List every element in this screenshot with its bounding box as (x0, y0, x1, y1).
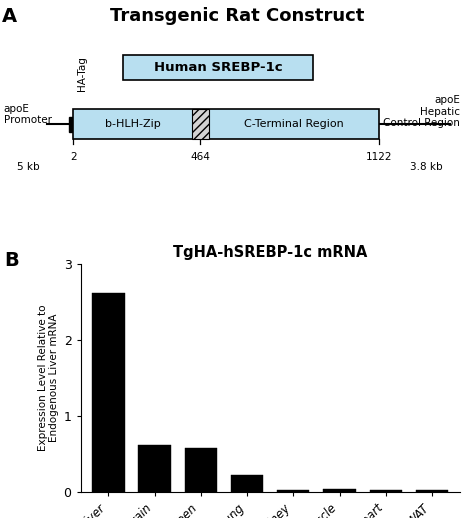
Bar (73, 109, 379, 139)
Text: apoE
Promoter: apoE Promoter (4, 104, 52, 125)
Text: C-Terminal Region: C-Terminal Region (244, 119, 344, 130)
Bar (416, 490, 448, 492)
Bar (92, 293, 125, 492)
Text: Transgenic Rat Construct: Transgenic Rat Construct (110, 7, 364, 25)
Bar (192, 109, 209, 139)
Text: b-HLH-Zip: b-HLH-Zip (105, 119, 161, 130)
Title: TgHA-hSREBP-1c mRNA: TgHA-hSREBP-1c mRNA (173, 245, 367, 260)
Text: 3.8 kb: 3.8 kb (410, 162, 443, 171)
Text: B: B (5, 251, 19, 270)
Bar (138, 445, 171, 492)
Bar (123, 55, 313, 80)
Text: HA-Tag: HA-Tag (77, 56, 87, 91)
Text: 5 kb: 5 kb (17, 162, 40, 171)
Bar (370, 490, 402, 492)
Y-axis label: Expression Level Relative to
Endogenous Liver mRNA: Expression Level Relative to Endogenous … (38, 305, 59, 451)
Bar (277, 490, 310, 492)
Bar (69, 117, 78, 132)
Bar (185, 448, 217, 492)
Text: Human SREBP-1c: Human SREBP-1c (154, 61, 283, 74)
Text: apoE
Hepatic
Control Region: apoE Hepatic Control Region (383, 95, 460, 128)
Bar (231, 476, 263, 492)
Text: 1122: 1122 (366, 152, 392, 162)
Text: 464: 464 (191, 152, 210, 162)
Text: A: A (1, 7, 17, 26)
Bar (323, 489, 356, 492)
Text: 2: 2 (70, 152, 77, 162)
